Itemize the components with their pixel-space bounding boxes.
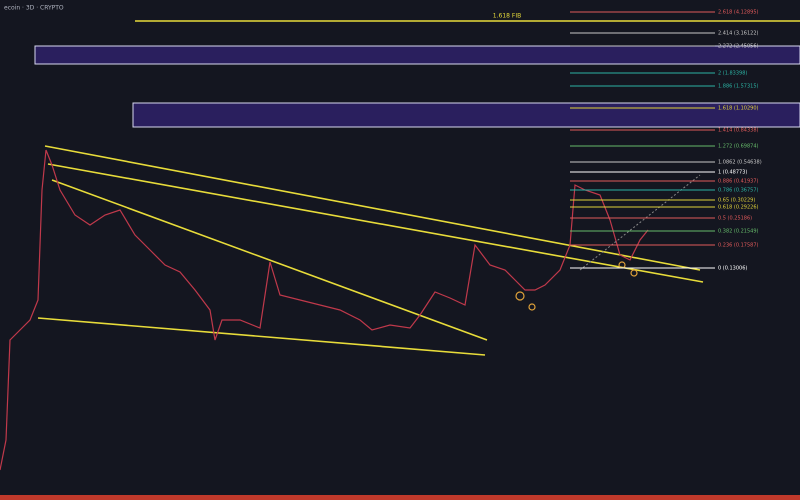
fib-label: 2.272 (2.45056) bbox=[718, 44, 759, 50]
zone-box bbox=[132, 102, 800, 128]
fib-label: 2 (1.83398) bbox=[718, 71, 747, 77]
fib-label: 0.382 (0.21549) bbox=[718, 229, 759, 235]
extension-label: 1.618 FIB bbox=[493, 13, 521, 20]
fib-label: 0.65 (0.30229) bbox=[718, 198, 755, 204]
fib-label: 0.236 (0.17587) bbox=[718, 243, 759, 249]
fib-label: 0.786 (0.36757) bbox=[718, 188, 759, 194]
fib-label: 0.886 (0.41937) bbox=[718, 179, 759, 185]
fib-label: 1.886 (1.57315) bbox=[718, 84, 759, 90]
fib-label: 0.5 (0.25186) bbox=[718, 216, 752, 222]
fib-label: 1.0862 (0.54638) bbox=[718, 160, 762, 166]
fib-label: 1 (0.48773) bbox=[718, 170, 747, 176]
fib-label: 1.618 (1.10290) bbox=[718, 106, 759, 112]
fib-label: 2.414 (3.16122) bbox=[718, 31, 759, 37]
fib-label: 2.618 (4.12895) bbox=[718, 10, 759, 16]
progress-bar bbox=[0, 495, 800, 500]
symbol: ecoin · 3D · CRYPTO bbox=[4, 5, 64, 12]
fib-label: 0.618 (0.29226) bbox=[718, 205, 759, 211]
fib-label: 1.272 (0.69874) bbox=[718, 144, 759, 150]
trendlines bbox=[37, 145, 704, 356]
markers bbox=[515, 261, 638, 311]
fib-label: 0 (0.13006) bbox=[718, 266, 747, 272]
price-line bbox=[0, 149, 649, 471]
fib-label: 1.414 (0.84338) bbox=[718, 128, 759, 134]
projection bbox=[579, 174, 701, 271]
zone-box bbox=[34, 45, 800, 65]
